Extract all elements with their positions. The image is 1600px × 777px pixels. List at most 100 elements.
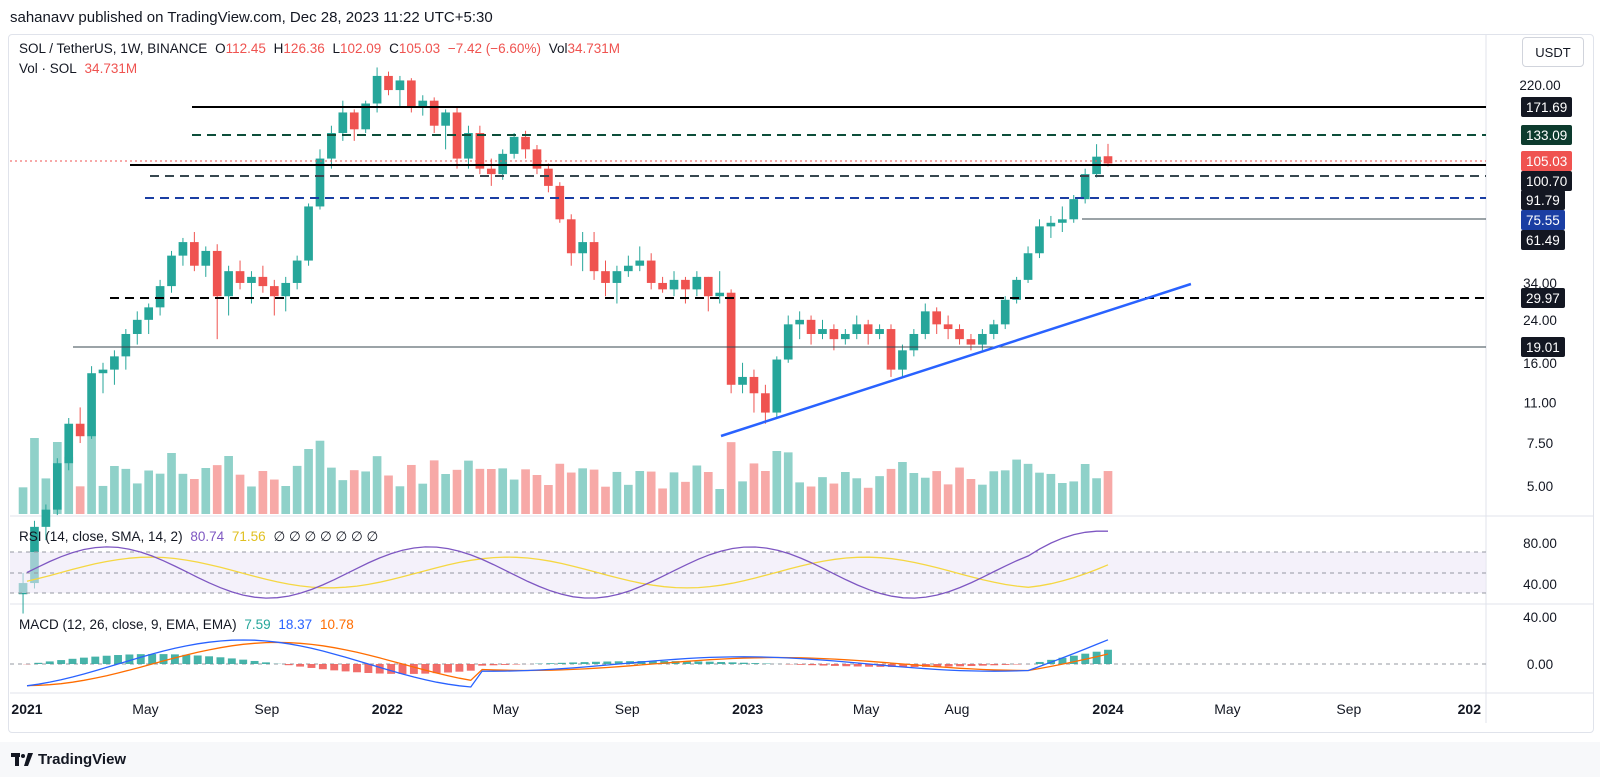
candle-body	[555, 185, 565, 220]
volume-bar	[178, 473, 188, 514]
price-level-tag[interactable]: 29.97	[1521, 288, 1565, 308]
macd-histogram-bar	[432, 664, 441, 674]
candle-body	[772, 359, 782, 413]
candle-body	[338, 112, 348, 134]
volume-bar	[624, 484, 633, 514]
macd-y-tick: 0.00	[1527, 657, 1553, 672]
volume-bar	[190, 479, 199, 514]
volume-bar	[612, 471, 622, 514]
high-value: 126.36	[283, 41, 325, 56]
macd-histogram-bar	[614, 661, 623, 664]
candle-body	[795, 319, 804, 325]
volume-bar	[646, 471, 656, 514]
candle-body	[407, 80, 416, 107]
high-label: H	[273, 41, 284, 56]
macd-histogram-bar	[717, 661, 726, 664]
symbol-title[interactable]: SOL / TetherUS, 1W, BINANCE	[19, 41, 208, 56]
price-level-tag[interactable]: 133.09	[1521, 125, 1573, 145]
volume-bar	[361, 471, 371, 514]
candle-body	[635, 260, 645, 266]
macd-histogram-bar	[91, 656, 100, 664]
candle-body	[829, 329, 839, 340]
volume-bar	[212, 465, 222, 514]
macd-histogram-bar	[205, 656, 214, 664]
tradingview-logo[interactable]: TradingView	[11, 751, 126, 768]
macd-histogram-bar	[250, 660, 259, 664]
macd-histogram-bar	[1058, 657, 1067, 664]
candle-body	[235, 271, 245, 283]
candle-body	[441, 112, 450, 126]
candle-body	[1103, 156, 1113, 164]
candle-body	[863, 324, 873, 334]
macd-histogram-bar	[819, 664, 828, 666]
volume-bar	[110, 466, 119, 514]
volume-bar	[167, 453, 176, 514]
open-label: O	[215, 41, 226, 56]
candle-body	[1057, 219, 1067, 223]
volume-bar	[1080, 464, 1090, 514]
macd-histogram-bar	[421, 664, 430, 674]
volume-bar	[201, 468, 211, 514]
candle-body	[601, 271, 610, 283]
macd-histogram-bar	[546, 663, 555, 664]
rsi-ma-value: 71.56	[231, 529, 266, 544]
macd-histogram-bar	[694, 661, 703, 664]
price-level-tag[interactable]: 75.55	[1521, 210, 1565, 230]
macd-label[interactable]: MACD (12, 26, close, 9, EMA, EMA)	[19, 617, 237, 632]
macd-histogram-bar	[318, 664, 327, 670]
rsi-label[interactable]: RSI (14, close, SMA, 14, 2)	[19, 529, 183, 544]
macd-histogram-bar	[842, 664, 851, 667]
volume-bar	[578, 468, 587, 514]
volume-bar	[75, 486, 85, 514]
volume-bar	[840, 472, 850, 514]
price-level-tag[interactable]: 19.01	[1521, 337, 1565, 357]
x-tick-label: 2024	[1092, 701, 1123, 717]
volume-bar	[304, 449, 313, 514]
candle-body	[852, 324, 862, 334]
volume-bar	[863, 487, 873, 514]
price-level-tag[interactable]: 171.69	[1521, 97, 1573, 117]
price-level-tag[interactable]: 105.03	[1521, 151, 1573, 171]
candle-body	[52, 463, 62, 510]
macd-histogram-bar	[68, 658, 77, 664]
currency-button[interactable]: USDT	[1522, 37, 1584, 67]
macd-histogram-bar	[364, 664, 373, 673]
volume-bar	[703, 472, 713, 514]
candle-body	[509, 136, 519, 154]
macd-histogram-bar	[170, 654, 179, 664]
volume-bar	[943, 484, 953, 514]
volume-bar	[281, 486, 291, 514]
volume-row-label[interactable]: Vol · SOL	[19, 61, 77, 76]
macd-hist-value: 7.59	[244, 617, 271, 632]
volume-bar	[669, 472, 679, 514]
price-level-tag[interactable]: 100.70	[1521, 171, 1573, 191]
price-level-tag[interactable]: 91.79	[1521, 190, 1565, 210]
chart-frame	[8, 34, 1594, 733]
candle-body	[521, 136, 530, 150]
macd-histogram-bar	[375, 664, 384, 674]
macd-histogram-bar	[489, 664, 498, 666]
candle-body	[304, 206, 313, 261]
volume-bar	[486, 469, 496, 514]
volume-bar	[658, 488, 667, 514]
volume-bar	[441, 474, 450, 514]
tradingview-logo-text: TradingView	[38, 751, 127, 768]
volume-bar	[772, 451, 782, 514]
volume-bar	[955, 467, 964, 514]
candle-body	[212, 250, 222, 297]
candle-body	[1023, 253, 1033, 280]
rsi-legend: RSI (14, close, SMA, 14, 2) 80.74 71.56 …	[19, 529, 382, 545]
volume-bar	[1035, 472, 1044, 514]
volume-bar	[98, 485, 108, 514]
candle-body	[761, 393, 770, 413]
volume-bar	[155, 473, 165, 514]
candle-body	[132, 319, 142, 334]
volume-bar	[681, 481, 690, 514]
candle-body	[932, 311, 942, 325]
candle-body	[943, 324, 953, 330]
price-level-tag[interactable]: 61.49	[1521, 230, 1565, 250]
volume-bar	[989, 471, 999, 514]
candle-body	[875, 329, 884, 334]
volume-bar	[315, 440, 325, 514]
